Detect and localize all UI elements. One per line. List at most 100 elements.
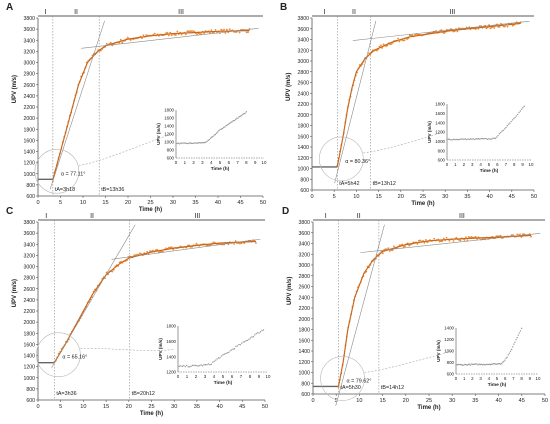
- inset-data-point: [501, 361, 504, 363]
- inset-y-tick-label: 1800: [435, 102, 445, 107]
- inset-data-point: [187, 142, 189, 145]
- y-tick-label: 3200: [298, 252, 310, 258]
- y-tick-label: 2600: [23, 287, 35, 293]
- x-tick-label: 25: [147, 200, 153, 206]
- inset-data-point: [210, 363, 213, 366]
- plateau-line: [81, 27, 259, 49]
- inset-data-point: [213, 360, 215, 363]
- inset-data-point: [481, 364, 484, 366]
- inset-data-point: [490, 138, 493, 140]
- data-point: [379, 44, 382, 47]
- data-point: [168, 246, 170, 249]
- data-point: [467, 235, 470, 238]
- inset-data-point: [464, 363, 466, 366]
- inset-data-point: [460, 363, 463, 366]
- inset-data-point: [199, 142, 201, 144]
- inset-x-tick-label: 9: [258, 374, 261, 379]
- inset-data-point: [182, 142, 184, 144]
- inset-data-point: [473, 138, 476, 141]
- inset-data-point: [193, 364, 195, 367]
- inset-data-point: [501, 130, 503, 132]
- panel-label: B: [280, 2, 287, 13]
- inset-data-point: [456, 138, 459, 141]
- inset-y-tick-label: 1400: [164, 124, 174, 129]
- inset-x-tick-label: 4: [488, 376, 491, 381]
- data-point: [187, 30, 190, 33]
- inset-data-point: [517, 334, 519, 336]
- stage-label: II: [357, 213, 361, 220]
- data-point: [381, 252, 384, 255]
- x-tick-label: 35: [192, 200, 198, 206]
- inset-data-point: [467, 363, 469, 366]
- inset-data-point: [508, 352, 511, 354]
- inset-data-point: [178, 143, 181, 145]
- angle-label: α = 65.16°: [62, 355, 87, 361]
- y-tick-label: 3600: [23, 27, 35, 33]
- inset-x-tick-label: 10: [529, 162, 534, 167]
- inset-x-axis-label: Time (h): [214, 380, 233, 386]
- inset-x-tick-label: 0: [175, 160, 178, 165]
- inset-data-point: [227, 123, 230, 125]
- inset-data-point: [494, 137, 497, 140]
- data-point: [458, 239, 460, 241]
- x-axis-label: Time (h): [411, 201, 434, 207]
- x-tick-label: 20: [126, 404, 132, 410]
- inset-x-tick-label: 9: [254, 160, 257, 165]
- y-tick-label: 1000: [298, 371, 310, 377]
- data-point: [433, 237, 436, 240]
- inset-data-point: [252, 335, 255, 338]
- data-point: [169, 246, 172, 249]
- inset-data-point: [193, 142, 195, 144]
- tb-label: tB=20h12: [132, 391, 155, 397]
- inset-chart: 600 800 1000 1200 1400 1600 1800 0 1 2 3 4 5 6 7 8 9 10 Ti…: [363, 102, 534, 174]
- zoom-circle: [319, 136, 364, 182]
- data-point: [105, 42, 108, 45]
- data-point: [247, 31, 249, 33]
- data-point: [387, 247, 390, 250]
- data-point: [212, 241, 215, 244]
- data-point: [474, 235, 477, 238]
- inset-data-point: [473, 363, 475, 366]
- inset-data-point: [180, 365, 182, 367]
- inset-data-point: [197, 365, 199, 367]
- inset-data-point: [489, 364, 492, 366]
- x-axis-label: Time (h): [140, 411, 163, 417]
- inset-y-tick-label: 1800: [166, 324, 176, 329]
- inset-data-point: [466, 364, 468, 366]
- x-tick-label: 35: [472, 398, 478, 404]
- inset-data-point: [518, 332, 521, 334]
- inset-data-point: [480, 137, 482, 140]
- inset-data-point: [194, 364, 197, 367]
- data-point: [240, 242, 243, 245]
- inset-data-point: [458, 138, 460, 141]
- y-tick-label: 1800: [297, 124, 309, 130]
- inset-data-point: [230, 121, 232, 124]
- y-tick-label: 2200: [297, 102, 309, 108]
- inset-data-point: [463, 138, 465, 141]
- inset-data-point: [240, 114, 243, 117]
- panel-label: D: [282, 206, 289, 217]
- tb-label: tB=13h36: [101, 187, 124, 193]
- x-tick-label: 5: [333, 194, 336, 200]
- inset-data-point: [475, 138, 477, 140]
- inset-data-point: [214, 133, 217, 136]
- panel-label: C: [6, 206, 13, 217]
- inset-data-point: [181, 142, 183, 144]
- x-tick-label: 50: [262, 404, 268, 410]
- inset-x-tick-label: 2: [471, 376, 474, 381]
- inset-y-tick-label: 600: [167, 156, 175, 161]
- inset-x-tick-label: 0: [177, 374, 180, 379]
- data-point: [119, 38, 122, 41]
- inset-x-tick-label: 6: [228, 160, 231, 165]
- inset-y-tick-label: 1400: [444, 326, 454, 331]
- data-point: [516, 233, 519, 236]
- data-point: [149, 250, 151, 252]
- y-tick-label: 1600: [23, 138, 35, 144]
- y-tick-label: 1400: [298, 349, 310, 355]
- stage-label: I: [45, 213, 47, 220]
- inset-data-point: [480, 363, 483, 365]
- x-tick-label: 45: [239, 404, 245, 410]
- inset-data-point: [455, 138, 457, 141]
- inset-data-point: [504, 359, 506, 361]
- y-tick-label: 1600: [23, 342, 35, 348]
